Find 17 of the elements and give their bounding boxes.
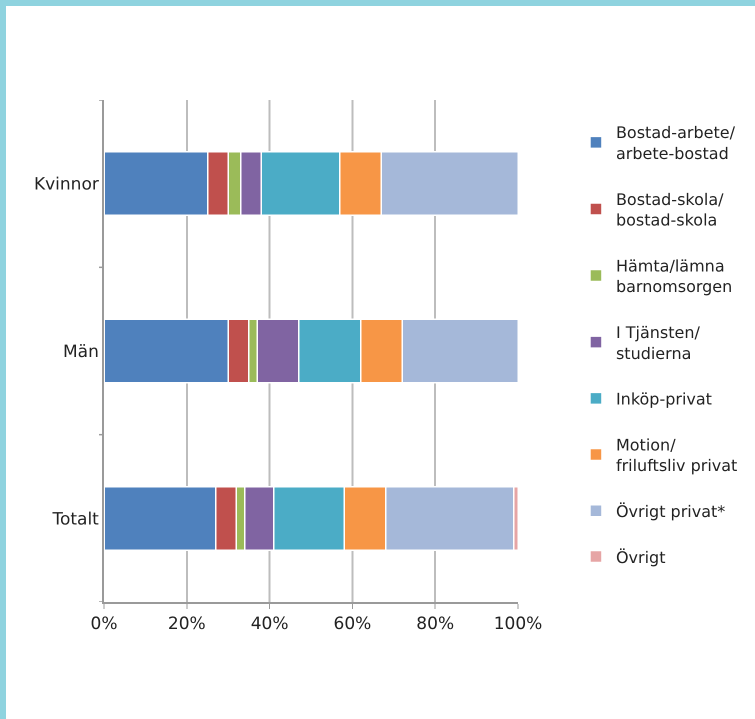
x-tick-label: 80% — [416, 614, 454, 634]
legend-label: Inköp-privat — [616, 390, 712, 409]
legend-label: Övrigt — [616, 548, 666, 567]
legend-label: Bostad-skola/ bostad-skola — [616, 190, 724, 230]
legend-label: Bostad-arbete/ arbete-bostad — [616, 123, 736, 163]
x-tick-label: 0% — [90, 614, 118, 634]
y-tick-label: Totalt — [51, 509, 100, 530]
y-tick-label: Kvinnor — [34, 174, 99, 195]
legend-label: Hämta/lämna barnomsorgen — [616, 256, 732, 296]
x-tick-label: 40% — [250, 614, 288, 634]
x-tick-label: 60% — [334, 614, 372, 634]
legend-label: Motion/ friluftsliv privat — [616, 435, 738, 476]
legend-label: Övrigt privat* — [616, 502, 726, 521]
x-tick-label: 100% — [494, 614, 542, 634]
y-tick-label: Män — [62, 342, 99, 362]
legend-label: I Tjänsten/ studierna — [616, 323, 701, 363]
x-tick-label: 20% — [168, 614, 206, 634]
